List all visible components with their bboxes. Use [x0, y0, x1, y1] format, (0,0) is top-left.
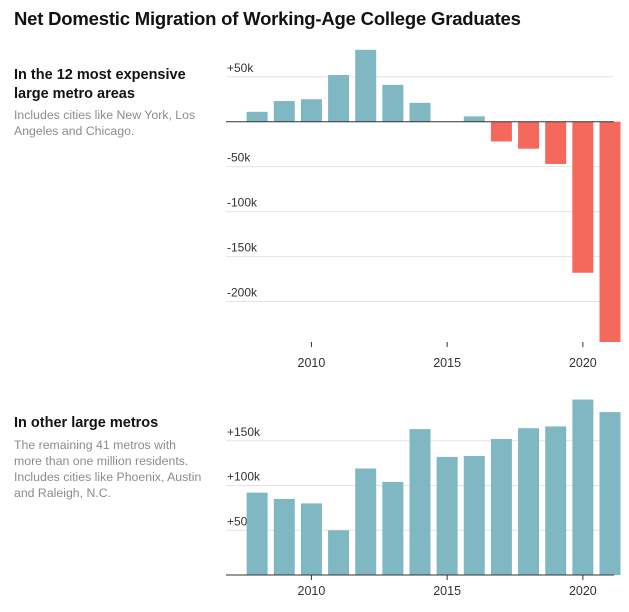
bottom-ytick-label: +150k [227, 425, 261, 439]
bottom-bar-2016 [463, 455, 485, 575]
top-xtick-label: 2020 [569, 356, 597, 370]
bottom-bar-2021 [599, 412, 621, 575]
top-bar-2018 [518, 121, 540, 149]
bottom-xtick-label: 2020 [569, 584, 597, 598]
bottom-panel-heading: In other large metros [14, 415, 159, 431]
top-ytick-label: +50k [227, 61, 254, 75]
bottom-bar-2018 [518, 428, 540, 575]
bottom-bar-2010 [300, 503, 322, 575]
top-bar-2016 [463, 116, 485, 122]
top-xtick-label: 2010 [298, 356, 326, 370]
top-bar-2011 [328, 74, 350, 122]
bottom-xtick-label: 2015 [433, 584, 461, 598]
bottom-bar-2013 [382, 481, 404, 575]
bottom-bar-2012 [355, 468, 377, 575]
bottom-bar-2020 [572, 399, 594, 575]
top-bar-2021 [599, 121, 621, 343]
top-bar-2010 [300, 99, 322, 122]
top-ytick-label: -200k [227, 286, 258, 300]
bottom-bar-2014 [409, 429, 431, 575]
top-ytick-label: -100k [227, 196, 258, 210]
bottom-bar-2011 [328, 530, 350, 575]
top-ytick-label: -150k [227, 241, 258, 255]
top-panel-note: Includes cities like New York, Los Angel… [14, 108, 196, 138]
top-panel-heading: In the 12 most expensive large metro are… [14, 67, 186, 102]
top-ytick-label: -50k [227, 151, 251, 165]
bottom-bar-2009 [273, 498, 295, 575]
bottom-ytick-label: +100k [227, 470, 261, 484]
top-bar-2012 [355, 49, 377, 122]
bottom-xtick-label: 2010 [298, 584, 326, 598]
bottom-bar-2017 [490, 438, 512, 575]
top-bar-2017 [490, 121, 512, 142]
bottom-panel-note: The remaining 41 metros with more than o… [14, 438, 202, 500]
top-bar-2014 [409, 102, 431, 122]
top-bar-2009 [273, 101, 295, 122]
top-bar-2019 [545, 121, 567, 164]
top-bar-2008 [246, 111, 268, 122]
chart-title: Net Domestic Migration of Working-Age Co… [14, 8, 521, 29]
bottom-bar-2008 [246, 492, 268, 575]
top-bar-2013 [382, 84, 404, 122]
bottom-bar-2019 [545, 426, 567, 575]
top-bar-2020 [572, 121, 594, 273]
top-xtick-label: 2015 [433, 356, 461, 370]
bottom-bar-2015 [436, 456, 458, 575]
